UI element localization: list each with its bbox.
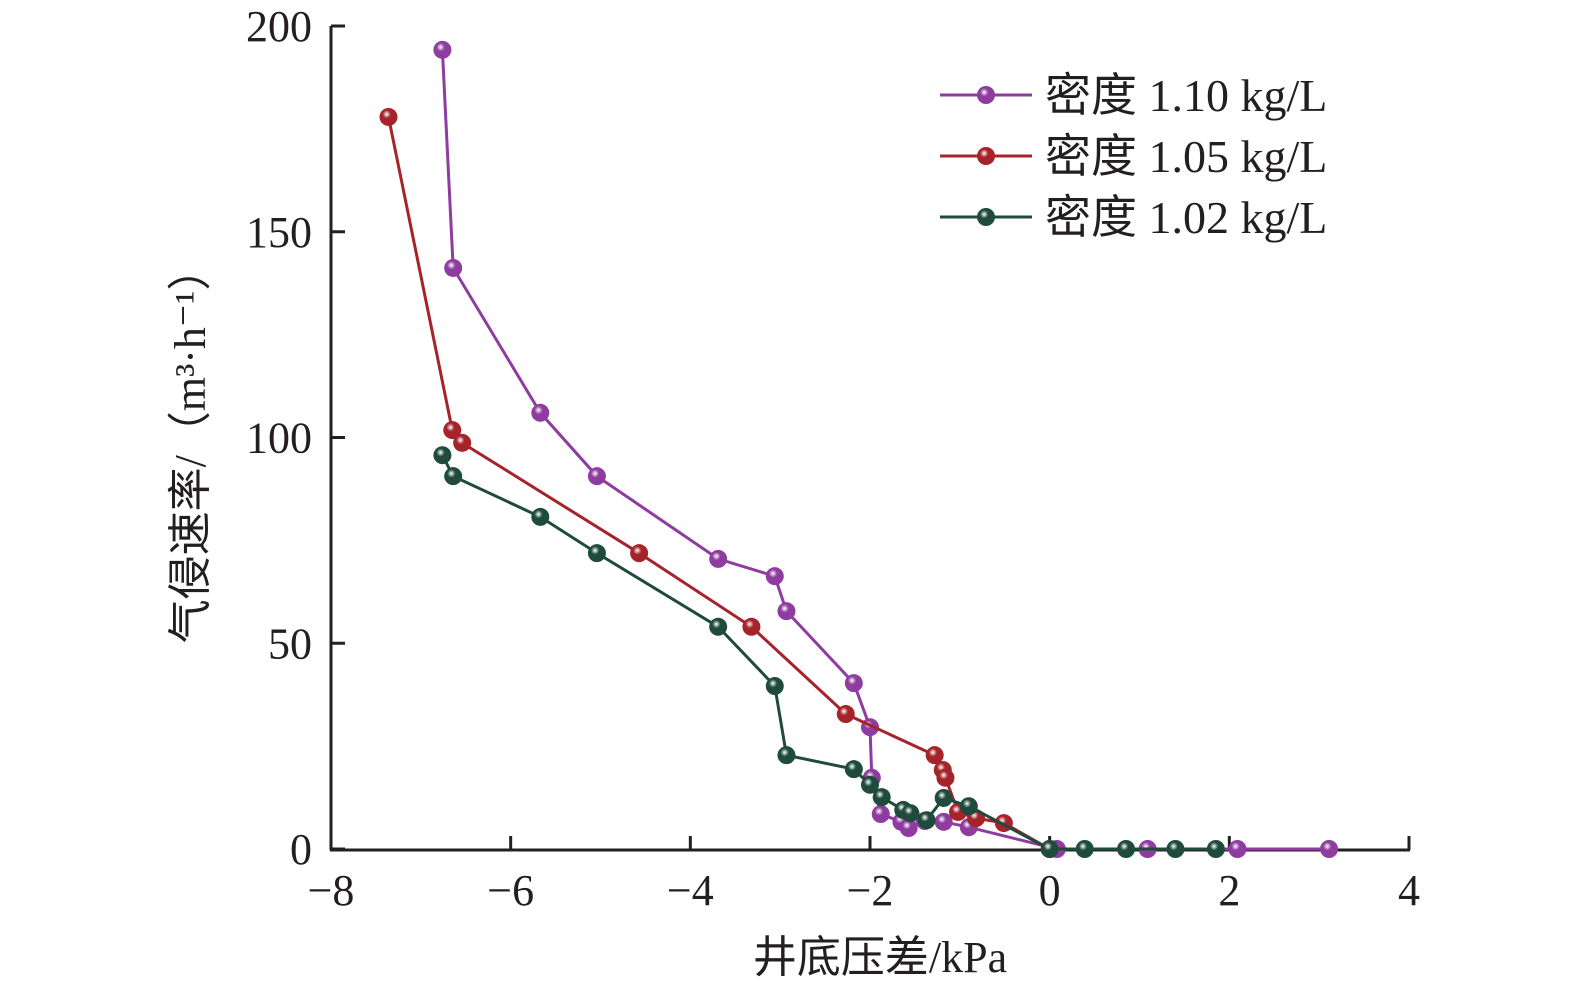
data-point bbox=[1075, 840, 1094, 858]
data-point bbox=[587, 467, 606, 486]
series-2 bbox=[433, 446, 1225, 858]
x-axis-label: 井底压差/kPa bbox=[753, 933, 1007, 982]
x-tick-label: 0 bbox=[1039, 866, 1061, 915]
y-tick-label: 50 bbox=[268, 619, 312, 668]
data-point bbox=[1166, 840, 1185, 858]
legend-label: 密度 1.02 kg/L bbox=[1045, 192, 1327, 243]
data-point bbox=[844, 674, 863, 693]
data-point bbox=[934, 812, 953, 831]
data-point bbox=[936, 768, 955, 787]
data-point bbox=[444, 467, 463, 486]
data-point bbox=[444, 258, 463, 277]
data-point bbox=[379, 107, 398, 126]
data-point bbox=[1117, 840, 1136, 858]
data-point bbox=[1040, 840, 1059, 858]
data-point bbox=[777, 602, 796, 621]
data-point bbox=[742, 617, 761, 636]
legend-marker bbox=[977, 208, 995, 226]
legend-label: 密度 1.10 kg/L bbox=[1045, 70, 1327, 121]
series-line bbox=[441, 454, 1216, 851]
x-tick-label: 2 bbox=[1218, 866, 1240, 915]
data-point bbox=[959, 797, 978, 816]
legend: 密度 1.10 kg/L 密度 1.05 kg/L 密度 1.02 kg/L bbox=[940, 70, 1327, 243]
series-1 bbox=[379, 107, 1059, 858]
data-point bbox=[861, 775, 879, 794]
data-point bbox=[433, 40, 452, 59]
data-point bbox=[709, 617, 728, 636]
data-point bbox=[901, 804, 920, 823]
data-point bbox=[1228, 840, 1247, 858]
data-point bbox=[630, 544, 649, 563]
data-point bbox=[925, 746, 944, 765]
data-point bbox=[433, 446, 452, 465]
series-line bbox=[387, 116, 1051, 851]
data-point bbox=[917, 811, 936, 830]
x-tick-label: −2 bbox=[847, 866, 894, 915]
legend-marker bbox=[977, 86, 995, 104]
y-axis-label: 气侵速率/（m³·h⁻¹） bbox=[166, 247, 215, 644]
data-point bbox=[709, 549, 728, 568]
y-tick-label: 150 bbox=[246, 208, 312, 257]
x-tick-label: 4 bbox=[1398, 866, 1420, 915]
data-point bbox=[531, 403, 550, 422]
data-point bbox=[765, 677, 784, 696]
data-point bbox=[871, 805, 890, 824]
legend-label: 密度 1.05 kg/L bbox=[1045, 131, 1327, 182]
data-point bbox=[777, 746, 796, 765]
x-tick-label: −4 bbox=[667, 866, 714, 915]
y-tick-label: 200 bbox=[246, 2, 312, 51]
y-tick-label: 100 bbox=[246, 414, 312, 463]
data-point bbox=[765, 567, 784, 586]
data-point bbox=[1206, 840, 1225, 858]
data-point bbox=[836, 705, 855, 724]
data-point bbox=[453, 433, 472, 452]
data-point bbox=[934, 788, 953, 807]
data-point bbox=[1320, 840, 1339, 858]
data-point bbox=[531, 507, 550, 526]
data-point bbox=[587, 544, 606, 563]
data-point bbox=[872, 788, 891, 807]
data-point bbox=[899, 819, 918, 838]
x-tick-label: −8 bbox=[308, 866, 355, 915]
data-point bbox=[844, 760, 863, 779]
x-tick-label: −6 bbox=[487, 866, 534, 915]
y-tick-label: 0 bbox=[290, 825, 312, 874]
data-point bbox=[443, 421, 462, 440]
legend-marker bbox=[977, 147, 995, 165]
